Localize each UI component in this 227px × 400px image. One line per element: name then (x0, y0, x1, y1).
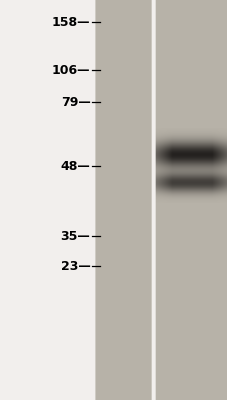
Text: 23—: 23— (60, 260, 90, 272)
Text: 35—: 35— (60, 230, 90, 242)
Text: 79—: 79— (60, 96, 90, 108)
Text: 106—: 106— (52, 64, 90, 76)
Text: 48—: 48— (60, 160, 90, 172)
Text: 158—: 158— (52, 16, 90, 28)
